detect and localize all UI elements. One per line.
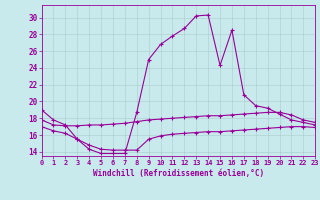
X-axis label: Windchill (Refroidissement éolien,°C): Windchill (Refroidissement éolien,°C): [93, 169, 264, 178]
